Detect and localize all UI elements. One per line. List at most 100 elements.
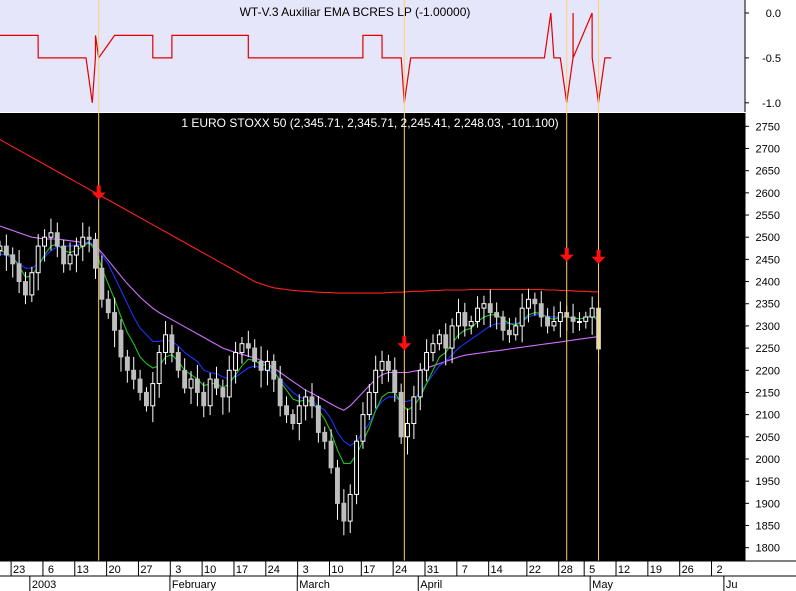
candle-up: [481, 303, 487, 309]
candle-down: [131, 369, 137, 380]
candle-down: [124, 356, 130, 371]
x-month-label: May: [592, 579, 613, 591]
candle-up: [417, 369, 423, 398]
candle-down: [252, 347, 258, 362]
price-tick-label: 2700: [756, 143, 780, 155]
candle-down: [86, 236, 92, 240]
indicator-line: [0, 12, 612, 103]
candle-up: [48, 232, 54, 238]
price-tick-label: 1850: [756, 521, 780, 533]
price-tick-label: 2350: [756, 299, 780, 311]
candle-down: [54, 232, 60, 247]
x-day-label: 20: [108, 564, 120, 576]
candle-down: [341, 502, 347, 522]
candle-down: [277, 378, 283, 407]
price-tick-label: 2300: [756, 321, 780, 333]
price-tick-label: 2450: [756, 254, 780, 266]
price-tick-label: 2100: [756, 410, 780, 422]
candle-up: [366, 391, 372, 416]
candle-down: [385, 360, 391, 371]
x-day-label: 6: [48, 564, 54, 576]
x-day-label: 5: [589, 564, 595, 576]
candle-up: [456, 312, 461, 327]
candle-up: [296, 405, 302, 424]
x-day-label: 7: [462, 564, 468, 576]
candle-down: [538, 303, 544, 318]
candle-down: [290, 414, 296, 425]
indicator-panel: WT-V.3 Auxiliar EMA BCRES LP (-1.00000) …: [0, 0, 781, 112]
candle-up: [80, 236, 86, 247]
price-title: 1 EURO STOXX 50 (2,345.71, 2,345.71, 2,2…: [181, 116, 558, 130]
candle-down: [532, 298, 538, 305]
candle-down: [328, 440, 334, 469]
price-tick-label: 2400: [756, 277, 780, 289]
candle-down: [284, 405, 290, 416]
candle-down: [99, 267, 105, 300]
candle-down: [506, 329, 512, 336]
ema-line-2: [0, 225, 599, 411]
candle-up: [354, 440, 360, 495]
price-tick-label: 2250: [756, 343, 780, 355]
candle-down: [443, 334, 449, 349]
candle-down: [271, 360, 277, 380]
candle-up: [424, 352, 430, 371]
candle-down: [315, 405, 321, 433]
candle-down: [16, 263, 22, 282]
candle-up: [163, 334, 169, 353]
price-tick-label: 2050: [756, 432, 780, 444]
candle-up: [0, 245, 3, 252]
candle-down: [112, 312, 117, 331]
price-background: [0, 113, 745, 561]
x-axis: 23 6 13 20 27 3 10 17 24 3 10 17 24 31 7 14 22 28 5 12 19 26 2…: [0, 560, 796, 591]
down-arrow-icon: [397, 336, 412, 351]
candle-down: [214, 378, 219, 389]
candle-down: [258, 360, 264, 371]
candle-down: [462, 312, 468, 327]
x-day-label: 10: [204, 564, 216, 576]
x-day-label: 28: [561, 564, 573, 576]
candle-up: [411, 396, 417, 424]
candle-up: [551, 321, 557, 327]
candle-up: [303, 396, 309, 407]
candle-up: [526, 298, 531, 309]
candle-down: [570, 316, 576, 322]
candle-down: [194, 378, 200, 393]
candle-up: [360, 414, 366, 442]
x-day-label: 19: [650, 564, 662, 576]
down-arrow-icon: [591, 249, 606, 264]
candle-down: [3, 245, 9, 256]
candle-down: [398, 391, 404, 438]
x-month-label: April: [420, 579, 442, 591]
price-axis-background: [745, 113, 796, 561]
price-tick-label: 2000: [756, 454, 780, 466]
indicator-tick-label: -0.5: [762, 53, 781, 65]
candle-up: [405, 423, 410, 438]
candle-up: [156, 352, 162, 384]
x-day-label: 31: [427, 564, 439, 576]
candle-down: [169, 334, 175, 353]
x-month-label: 2003: [32, 579, 56, 591]
candle-up: [226, 369, 232, 398]
x-day-label: 10: [331, 564, 343, 576]
candle-down: [392, 369, 398, 393]
x-month-label: February: [172, 579, 217, 591]
x-month-label: Ju: [726, 579, 738, 591]
candle-down: [245, 343, 251, 349]
price-tick-label: 2150: [756, 387, 780, 399]
x-day-label: 24: [268, 564, 280, 576]
x-day-label: 3: [303, 564, 309, 576]
price-tick-label: 2500: [756, 232, 780, 244]
x-day-label: 26: [682, 564, 694, 576]
candle-up: [373, 369, 379, 393]
candle-up: [207, 378, 213, 407]
x-day-label: 27: [140, 564, 152, 576]
x-day-label: 17: [363, 564, 375, 576]
price-tick-label: 2200: [756, 365, 780, 377]
price-tick-label: 1900: [756, 498, 780, 510]
candle-up: [73, 245, 79, 256]
indicator-tick-label: -1.0: [762, 98, 781, 110]
candle-down: [309, 396, 315, 407]
candle-down: [220, 387, 226, 398]
candle-down: [105, 298, 111, 314]
